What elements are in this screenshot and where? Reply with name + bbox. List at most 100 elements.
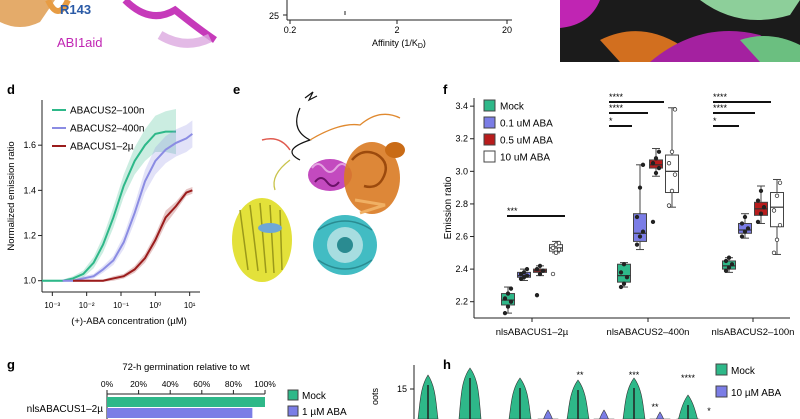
- abi1-helix: [122, 0, 217, 43]
- g-xtick-label: 0%: [101, 379, 114, 389]
- f-point: [502, 310, 508, 316]
- panel-e-structure-image: [232, 91, 405, 282]
- h-legend-label-1: 10 µM ABA: [731, 388, 782, 399]
- f-sig-label: *: [609, 116, 613, 126]
- f-point: [739, 221, 745, 226]
- linker-yellow: [273, 159, 291, 191]
- f-legend-swatch-1: [483, 116, 496, 129]
- d-ylabel: Normalized emission ratio: [6, 141, 17, 250]
- panel-label-e: e: [233, 82, 240, 97]
- f-point: [723, 258, 729, 264]
- f-point: [634, 242, 640, 247]
- linker-tail: [304, 91, 318, 102]
- g-legend-swatch-0: [287, 389, 299, 401]
- f-point: [637, 185, 643, 190]
- g-legend-label-0: Mock: [302, 391, 327, 402]
- h-annotation: ***: [629, 370, 640, 380]
- f-group-label: nlsABACUS2–100n: [712, 327, 795, 338]
- panel-d-chart: 1.0 1.2 1.4 1.6 10⁻³ 10⁻² 10⁻¹ 10⁰ 10¹ (+)-ABA co…: [6, 100, 200, 327]
- affinity-xtick-label: 2: [394, 25, 399, 35]
- h-legend-swatch-1: [715, 385, 728, 398]
- d-ytick-label: 1.2: [23, 231, 36, 241]
- h-annotation: **: [651, 402, 659, 412]
- f-point: [672, 172, 678, 177]
- f-point: [508, 299, 514, 304]
- f-point: [771, 208, 777, 213]
- structure-sheet-green: [700, 0, 800, 20]
- f-point: [556, 240, 562, 246]
- f-sig-label: *: [713, 116, 717, 126]
- h-legend-swatch-0: [715, 363, 728, 376]
- f-legend-label-1: 0.1 uM ABA: [500, 119, 553, 130]
- f-point: [755, 198, 761, 203]
- f-ytick-label: 3.0: [455, 166, 468, 176]
- linker-black: [291, 107, 312, 161]
- d-ytick-label: 1.4: [23, 185, 36, 195]
- f-point: [621, 281, 627, 286]
- h-annotation: ****: [681, 373, 696, 383]
- f-point: [745, 226, 751, 231]
- f-point: [656, 149, 662, 154]
- g-category-label: nlsABACUS1–2µ: [27, 404, 104, 415]
- h-annotation: **: [576, 370, 584, 380]
- f-point: [771, 250, 777, 255]
- helix-magenta-domain: [308, 159, 352, 191]
- f-legend-swatch-3: [483, 150, 496, 163]
- d-xtick-label: 10⁻¹: [113, 301, 129, 310]
- abi1-label: ABI1aid: [57, 35, 103, 50]
- f-point: [502, 296, 508, 301]
- f-point: [739, 234, 745, 239]
- f-sig-label: ****: [609, 103, 624, 113]
- panel-f-chart: 2.2 2.4 2.6 2.8 3.0 3.2 3.4 Emission ratio nlsAB…: [443, 92, 794, 338]
- g-bar-0: [107, 397, 265, 407]
- g-title: 72-h germination relative to wt: [122, 362, 250, 373]
- linker-orange: [309, 113, 401, 141]
- residue-label: R143: [60, 2, 91, 17]
- f-sig-label: ****: [609, 92, 624, 102]
- h-violin-7: [649, 411, 671, 419]
- f-point: [774, 237, 780, 242]
- f-point: [550, 245, 556, 251]
- h-violin-5: [593, 409, 615, 419]
- h-violin-3: [537, 409, 559, 419]
- f-point: [774, 193, 780, 198]
- f-box: [770, 192, 784, 228]
- f-point: [777, 222, 783, 228]
- f-point: [723, 268, 729, 273]
- g-legend-swatch-1: [287, 405, 299, 417]
- f-point: [742, 229, 748, 234]
- f-point: [618, 284, 624, 290]
- f-point: [508, 286, 514, 291]
- panel-label-f: f: [443, 82, 448, 97]
- d-legend-label-0: ABACUS2–100n: [70, 106, 145, 117]
- f-legend-label-2: 0.5 uM ABA: [500, 136, 553, 147]
- f-ytick-label: 3.4: [455, 101, 468, 111]
- f-point: [729, 262, 735, 267]
- f-point: [618, 270, 624, 275]
- structure-helix-magenta: [560, 0, 600, 28]
- f-point: [624, 275, 630, 280]
- f-point: [666, 161, 672, 166]
- panel-label-h: h: [443, 357, 451, 372]
- f-point: [537, 271, 543, 277]
- abi1-ribbon: [157, 31, 212, 48]
- affinity-xlabel: Affinity (1/KD): [372, 38, 426, 50]
- f-point: [540, 268, 546, 273]
- f-point: [650, 219, 656, 225]
- f-point: [742, 214, 748, 220]
- d-xtick-label: 10⁰: [149, 301, 161, 310]
- f-point: [505, 304, 511, 309]
- f-point: [634, 214, 640, 220]
- affinity-xtick-label: 20: [502, 25, 512, 35]
- f-point: [521, 270, 527, 275]
- panel-g-chart: 72-h germination relative to wt 0% 20% 40% 6…: [27, 362, 347, 419]
- structure-helix-green: [740, 36, 800, 62]
- f-legend-label-3: 10 uM ABA: [500, 153, 550, 164]
- g-bar-1: [107, 408, 253, 418]
- f-legend-swatch-0: [483, 99, 496, 112]
- affinity-ytick-label: 25: [269, 11, 279, 21]
- f-point: [621, 262, 627, 267]
- f-point: [669, 149, 675, 154]
- top-fragment: R143 ABI1aid 25 0.2 2 20 Affinity (1/KD): [0, 0, 800, 62]
